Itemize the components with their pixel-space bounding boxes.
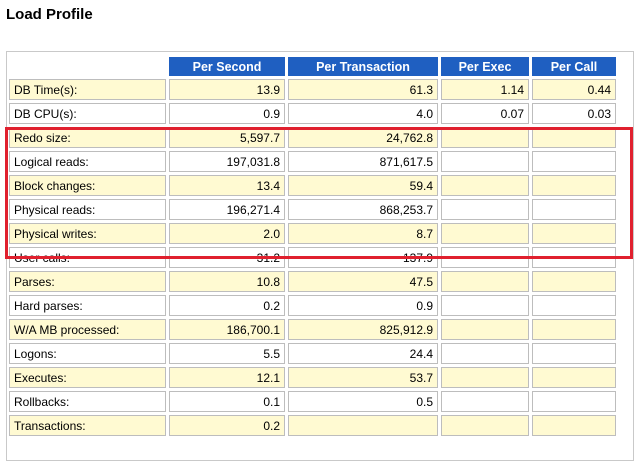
row-label: Logons: xyxy=(9,343,166,364)
table-row: Transactions: 0.2 xyxy=(9,415,616,436)
per-exec-cell xyxy=(441,127,529,148)
per-transaction-cell: 24,762.8 xyxy=(288,127,438,148)
per-second-cell: 0.2 xyxy=(169,295,285,316)
per-call-cell xyxy=(532,415,616,436)
per-call-cell xyxy=(532,247,616,268)
per-exec-cell xyxy=(441,271,529,292)
table-row: Block changes: 13.4 59.4 xyxy=(9,175,616,196)
row-label: DB CPU(s): xyxy=(9,103,166,124)
per-call-cell xyxy=(532,343,616,364)
per-call-cell xyxy=(532,295,616,316)
column-header-per-exec: Per Exec xyxy=(441,57,529,76)
table-row: Hard parses: 0.2 0.9 xyxy=(9,295,616,316)
per-second-cell: 186,700.1 xyxy=(169,319,285,340)
table-row: Logons: 5.5 24.4 xyxy=(9,343,616,364)
per-call-cell xyxy=(532,199,616,220)
per-call-cell: 0.03 xyxy=(532,103,616,124)
per-exec-cell xyxy=(441,319,529,340)
per-call-cell xyxy=(532,391,616,412)
column-header-per-call: Per Call xyxy=(532,57,616,76)
per-exec-cell xyxy=(441,415,529,436)
row-label: Physical writes: xyxy=(9,223,166,244)
per-exec-cell xyxy=(441,367,529,388)
table-row: Physical writes: 2.0 8.7 xyxy=(9,223,616,244)
per-second-cell: 13.4 xyxy=(169,175,285,196)
header-corner xyxy=(9,57,166,76)
per-call-cell xyxy=(532,367,616,388)
column-header-per-second: Per Second xyxy=(169,57,285,76)
per-transaction-cell: 24.4 xyxy=(288,343,438,364)
per-transaction-cell: 0.9 xyxy=(288,295,438,316)
row-label: DB Time(s): xyxy=(9,79,166,100)
row-label: Transactions: xyxy=(9,415,166,436)
per-second-cell: 0.1 xyxy=(169,391,285,412)
per-second-cell: 5.5 xyxy=(169,343,285,364)
page-title: Load Profile xyxy=(6,6,93,23)
per-second-cell: 196,271.4 xyxy=(169,199,285,220)
per-exec-cell xyxy=(441,343,529,364)
row-label: Executes: xyxy=(9,367,166,388)
per-transaction-cell: 59.4 xyxy=(288,175,438,196)
per-call-cell xyxy=(532,151,616,172)
per-transaction-cell: 61.3 xyxy=(288,79,438,100)
per-exec-cell xyxy=(441,175,529,196)
per-transaction-cell: 8.7 xyxy=(288,223,438,244)
per-call-cell xyxy=(532,127,616,148)
table-row: Parses: 10.8 47.5 xyxy=(9,271,616,292)
per-exec-cell xyxy=(441,247,529,268)
per-second-cell: 13.9 xyxy=(169,79,285,100)
per-second-cell: 0.2 xyxy=(169,415,285,436)
per-call-cell xyxy=(532,223,616,244)
per-second-cell: 197,031.8 xyxy=(169,151,285,172)
column-header-per-transaction: Per Transaction xyxy=(288,57,438,76)
per-transaction-cell: 0.5 xyxy=(288,391,438,412)
per-second-cell: 0.9 xyxy=(169,103,285,124)
table-row: Redo size: 5,597.7 24,762.8 xyxy=(9,127,616,148)
row-label: Logical reads: xyxy=(9,151,166,172)
per-exec-cell: 0.07 xyxy=(441,103,529,124)
load-profile-table: Per Second Per Transaction Per Exec Per … xyxy=(6,54,619,439)
table-row: DB Time(s): 13.9 61.3 1.14 0.44 xyxy=(9,79,616,100)
per-call-cell: 0.44 xyxy=(532,79,616,100)
table-row: Executes: 12.1 53.7 xyxy=(9,367,616,388)
per-exec-cell xyxy=(441,151,529,172)
per-call-cell xyxy=(532,271,616,292)
row-label: Rollbacks: xyxy=(9,391,166,412)
table-row: User calls: 31.2 137.9 xyxy=(9,247,616,268)
per-exec-cell xyxy=(441,391,529,412)
table-row: Logical reads: 197,031.8 871,617.5 xyxy=(9,151,616,172)
per-transaction-cell xyxy=(288,415,438,436)
row-label: Redo size: xyxy=(9,127,166,148)
per-exec-cell: 1.14 xyxy=(441,79,529,100)
per-transaction-cell: 53.7 xyxy=(288,367,438,388)
per-call-cell xyxy=(532,319,616,340)
per-transaction-cell: 137.9 xyxy=(288,247,438,268)
per-transaction-cell: 871,617.5 xyxy=(288,151,438,172)
row-label: Block changes: xyxy=(9,175,166,196)
per-transaction-cell: 868,253.7 xyxy=(288,199,438,220)
per-transaction-cell: 4.0 xyxy=(288,103,438,124)
per-transaction-cell: 825,912.9 xyxy=(288,319,438,340)
per-second-cell: 12.1 xyxy=(169,367,285,388)
per-exec-cell xyxy=(441,223,529,244)
per-transaction-cell: 47.5 xyxy=(288,271,438,292)
row-label: User calls: xyxy=(9,247,166,268)
per-exec-cell xyxy=(441,199,529,220)
table-row: DB CPU(s): 0.9 4.0 0.07 0.03 xyxy=(9,103,616,124)
row-label: W/A MB processed: xyxy=(9,319,166,340)
per-second-cell: 2.0 xyxy=(169,223,285,244)
table-row: Rollbacks: 0.1 0.5 xyxy=(9,391,616,412)
per-call-cell xyxy=(532,175,616,196)
table-row: W/A MB processed: 186,700.1 825,912.9 xyxy=(9,319,616,340)
row-label: Parses: xyxy=(9,271,166,292)
per-second-cell: 10.8 xyxy=(169,271,285,292)
table-row: Physical reads: 196,271.4 868,253.7 xyxy=(9,199,616,220)
per-second-cell: 5,597.7 xyxy=(169,127,285,148)
per-second-cell: 31.2 xyxy=(169,247,285,268)
header-row: Per Second Per Transaction Per Exec Per … xyxy=(9,57,616,76)
row-label: Physical reads: xyxy=(9,199,166,220)
row-label: Hard parses: xyxy=(9,295,166,316)
per-exec-cell xyxy=(441,295,529,316)
